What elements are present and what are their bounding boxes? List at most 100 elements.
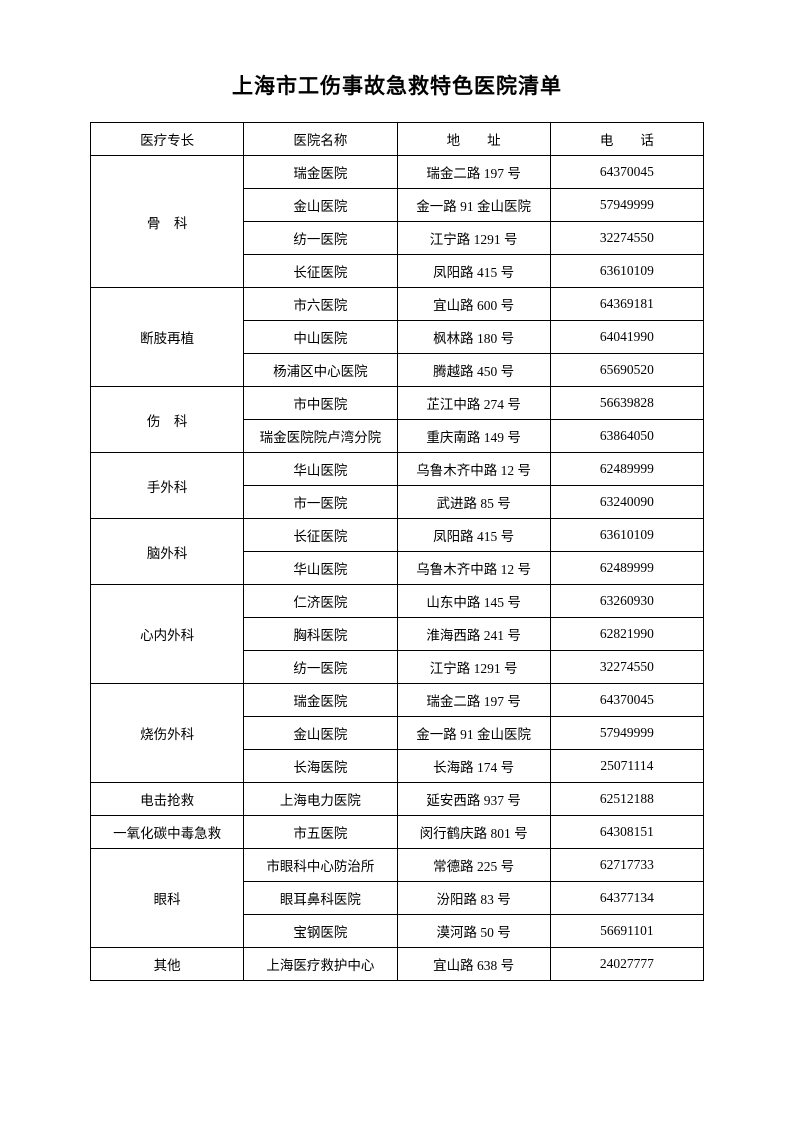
table-row: 其他上海医疗救护中心宜山路 638 号24027777 — [91, 948, 704, 981]
table-row: 烧伤外科瑞金医院瑞金二路 197 号64370045 — [91, 684, 704, 717]
cell-phone: 25071114 — [550, 750, 703, 783]
cell-hospital: 瑞金医院院卢湾分院 — [244, 420, 397, 453]
header-specialty: 医疗专长 — [91, 123, 244, 156]
header-address: 地 址 — [397, 123, 550, 156]
cell-address: 闵行鹤庆路 801 号 — [397, 816, 550, 849]
cell-address: 凤阳路 415 号 — [397, 519, 550, 552]
cell-hospital: 市六医院 — [244, 288, 397, 321]
table-row: 脑外科长征医院凤阳路 415 号63610109 — [91, 519, 704, 552]
cell-hospital: 长海医院 — [244, 750, 397, 783]
table-row: 眼科市眼科中心防治所常德路 225 号62717733 — [91, 849, 704, 882]
cell-phone: 57949999 — [550, 189, 703, 222]
table-body: 骨 科瑞金医院瑞金二路 197 号64370045金山医院金一路 91 金山医院… — [91, 156, 704, 981]
header-phone: 电 话 — [550, 123, 703, 156]
table-row: 心内外科仁济医院山东中路 145 号63260930 — [91, 585, 704, 618]
cell-specialty: 断肢再植 — [91, 288, 244, 387]
table-row: 电击抢救上海电力医院延安西路 937 号62512188 — [91, 783, 704, 816]
cell-hospital: 市眼科中心防治所 — [244, 849, 397, 882]
cell-hospital: 金山医院 — [244, 717, 397, 750]
hospital-table: 医疗专长 医院名称 地 址 电 话 骨 科瑞金医院瑞金二路 197 号64370… — [90, 122, 704, 981]
cell-phone: 65690520 — [550, 354, 703, 387]
cell-hospital: 华山医院 — [244, 552, 397, 585]
cell-address: 江宁路 1291 号 — [397, 222, 550, 255]
cell-address: 淮海西路 241 号 — [397, 618, 550, 651]
cell-address: 江宁路 1291 号 — [397, 651, 550, 684]
cell-address: 瑞金二路 197 号 — [397, 156, 550, 189]
cell-address: 汾阳路 83 号 — [397, 882, 550, 915]
cell-phone: 63864050 — [550, 420, 703, 453]
cell-phone: 24027777 — [550, 948, 703, 981]
cell-phone: 32274550 — [550, 651, 703, 684]
cell-address: 枫林路 180 号 — [397, 321, 550, 354]
cell-specialty: 脑外科 — [91, 519, 244, 585]
cell-phone: 56691101 — [550, 915, 703, 948]
cell-hospital: 纺一医院 — [244, 222, 397, 255]
cell-hospital: 市中医院 — [244, 387, 397, 420]
page-title: 上海市工伤事故急救特色医院清单 — [90, 70, 704, 100]
cell-specialty: 其他 — [91, 948, 244, 981]
cell-address: 腾越路 450 号 — [397, 354, 550, 387]
cell-specialty: 眼科 — [91, 849, 244, 948]
cell-address: 凤阳路 415 号 — [397, 255, 550, 288]
cell-specialty: 心内外科 — [91, 585, 244, 684]
cell-hospital: 中山医院 — [244, 321, 397, 354]
cell-phone: 64370045 — [550, 156, 703, 189]
cell-address: 宜山路 638 号 — [397, 948, 550, 981]
cell-phone: 64377134 — [550, 882, 703, 915]
cell-phone: 62821990 — [550, 618, 703, 651]
table-row: 伤 科市中医院芷江中路 274 号56639828 — [91, 387, 704, 420]
cell-phone: 63240090 — [550, 486, 703, 519]
cell-address: 长海路 174 号 — [397, 750, 550, 783]
cell-hospital: 宝钢医院 — [244, 915, 397, 948]
cell-address: 重庆南路 149 号 — [397, 420, 550, 453]
cell-hospital: 市五医院 — [244, 816, 397, 849]
cell-address: 常德路 225 号 — [397, 849, 550, 882]
table-header-row: 医疗专长 医院名称 地 址 电 话 — [91, 123, 704, 156]
cell-phone: 63260930 — [550, 585, 703, 618]
table-row: 手外科华山医院乌鲁木齐中路 12 号62489999 — [91, 453, 704, 486]
cell-phone: 64041990 — [550, 321, 703, 354]
cell-phone: 56639828 — [550, 387, 703, 420]
header-hospital: 医院名称 — [244, 123, 397, 156]
cell-hospital: 杨浦区中心医院 — [244, 354, 397, 387]
cell-phone: 32274550 — [550, 222, 703, 255]
cell-phone: 62717733 — [550, 849, 703, 882]
cell-phone: 62489999 — [550, 453, 703, 486]
cell-hospital: 眼耳鼻科医院 — [244, 882, 397, 915]
cell-hospital: 瑞金医院 — [244, 684, 397, 717]
cell-specialty: 手外科 — [91, 453, 244, 519]
cell-hospital: 上海电力医院 — [244, 783, 397, 816]
cell-address: 金一路 91 金山医院 — [397, 717, 550, 750]
cell-address: 宜山路 600 号 — [397, 288, 550, 321]
table-row: 骨 科瑞金医院瑞金二路 197 号64370045 — [91, 156, 704, 189]
cell-address: 武进路 85 号 — [397, 486, 550, 519]
cell-address: 乌鲁木齐中路 12 号 — [397, 453, 550, 486]
cell-phone: 63610109 — [550, 255, 703, 288]
cell-hospital: 长征医院 — [244, 519, 397, 552]
cell-phone: 64369181 — [550, 288, 703, 321]
cell-specialty: 电击抢救 — [91, 783, 244, 816]
cell-address: 乌鲁木齐中路 12 号 — [397, 552, 550, 585]
cell-hospital: 市一医院 — [244, 486, 397, 519]
cell-address: 瑞金二路 197 号 — [397, 684, 550, 717]
cell-hospital: 金山医院 — [244, 189, 397, 222]
cell-hospital: 长征医院 — [244, 255, 397, 288]
cell-address: 金一路 91 金山医院 — [397, 189, 550, 222]
cell-specialty: 烧伤外科 — [91, 684, 244, 783]
cell-hospital: 仁济医院 — [244, 585, 397, 618]
cell-hospital: 胸科医院 — [244, 618, 397, 651]
cell-specialty: 伤 科 — [91, 387, 244, 453]
table-row: 一氧化碳中毒急救市五医院闵行鹤庆路 801 号64308151 — [91, 816, 704, 849]
cell-phone: 64370045 — [550, 684, 703, 717]
cell-phone: 57949999 — [550, 717, 703, 750]
cell-phone: 63610109 — [550, 519, 703, 552]
cell-phone: 64308151 — [550, 816, 703, 849]
cell-address: 漠河路 50 号 — [397, 915, 550, 948]
cell-phone: 62489999 — [550, 552, 703, 585]
table-row: 断肢再植市六医院宜山路 600 号64369181 — [91, 288, 704, 321]
cell-hospital: 瑞金医院 — [244, 156, 397, 189]
cell-hospital: 纺一医院 — [244, 651, 397, 684]
cell-address: 山东中路 145 号 — [397, 585, 550, 618]
cell-address: 芷江中路 274 号 — [397, 387, 550, 420]
cell-hospital: 华山医院 — [244, 453, 397, 486]
